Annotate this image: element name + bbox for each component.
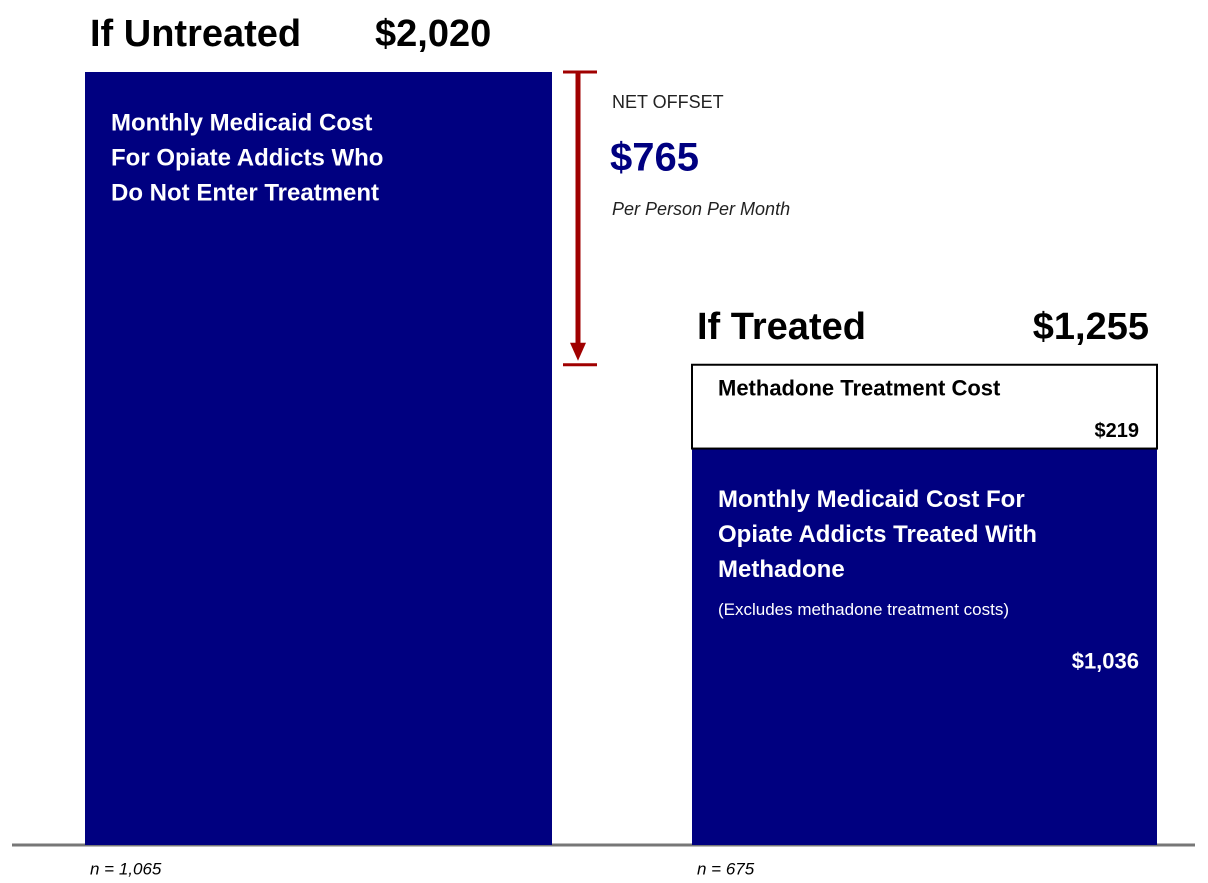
net-offset-note: Per Person Per Month xyxy=(612,199,790,219)
sample-size: n = 675 xyxy=(697,859,755,878)
segment-description: Opiate Addicts Treated With xyxy=(718,521,1037,548)
segment-value: $1,036 xyxy=(1072,648,1139,673)
bar-total: $1,255 xyxy=(1033,306,1149,348)
offset-arrowhead xyxy=(570,342,586,361)
segment-description: Monthly Medicaid Cost xyxy=(111,109,372,136)
bar-total: $2,020 xyxy=(375,13,491,55)
segment-value: $219 xyxy=(1095,420,1140,442)
bar-category: If Untreated xyxy=(90,13,301,55)
segment-description: Methadone xyxy=(718,556,845,583)
net-offset-label: NET OFFSET xyxy=(612,92,724,112)
bar-segment xyxy=(692,448,1157,845)
segment-description: For Opiate Addicts Who xyxy=(111,144,383,171)
net-offset-value: $765 xyxy=(610,136,699,180)
bar-segment xyxy=(85,72,552,845)
bar-segment xyxy=(691,363,1158,450)
segment-note: (Excludes methadone treatment costs) xyxy=(718,600,1009,619)
sample-size: n = 1,065 xyxy=(90,859,162,878)
bar-category: If Treated xyxy=(697,306,866,348)
segment-description: Monthly Medicaid Cost For xyxy=(718,486,1025,513)
segment-description: Do Not Enter Treatment xyxy=(111,179,379,206)
segment-name: Methadone Treatment Cost xyxy=(718,376,1001,401)
